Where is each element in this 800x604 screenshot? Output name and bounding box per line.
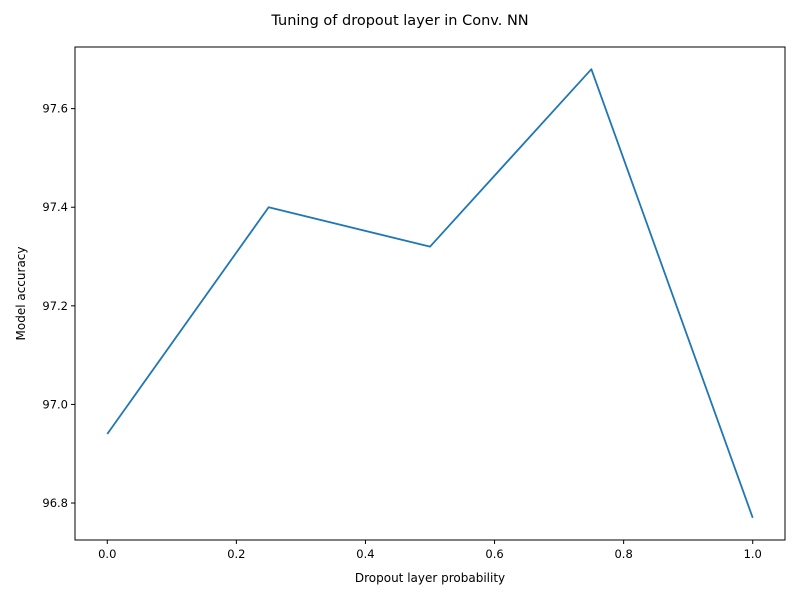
y-axis: 96.8 97.0 97.2 97.4 97.6 bbox=[42, 102, 75, 510]
x-tick-label: 0.2 bbox=[227, 547, 245, 561]
x-tick-label: 0.4 bbox=[356, 547, 374, 561]
x-tick-label: 0.6 bbox=[485, 547, 503, 561]
y-tick-label: 97.0 bbox=[42, 397, 68, 411]
x-axis-label: Dropout layer probability bbox=[355, 571, 505, 585]
x-tick-label: 0.0 bbox=[98, 547, 116, 561]
y-tick-label: 97.4 bbox=[42, 200, 68, 214]
x-axis: 0.0 0.2 0.4 0.6 0.8 1.0 bbox=[98, 540, 762, 561]
series-layer bbox=[106, 68, 754, 519]
chart-title: Tuning of dropout layer in Conv. NN bbox=[270, 13, 528, 29]
y-tick-label: 97.2 bbox=[42, 299, 68, 313]
y-tick-label: 96.8 bbox=[42, 496, 68, 510]
plot-area bbox=[74, 46, 786, 541]
x-tick-label: 1.0 bbox=[744, 547, 762, 561]
x-tick-label: 0.8 bbox=[614, 547, 632, 561]
axes-frame bbox=[74, 46, 786, 541]
y-tick-label: 97.6 bbox=[42, 102, 68, 116]
y-axis-label: Model accuracy bbox=[14, 247, 28, 341]
series-line bbox=[106, 68, 754, 519]
